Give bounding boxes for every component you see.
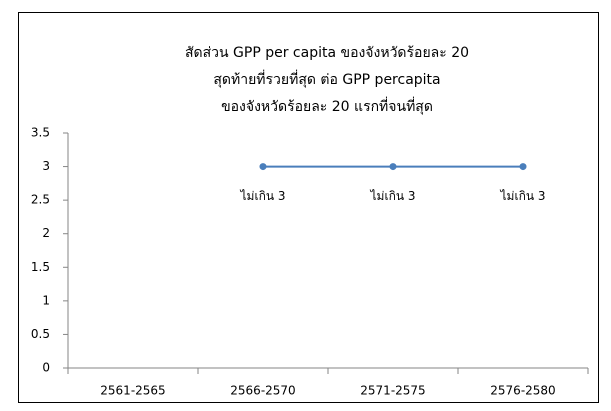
y-tick-label: 3.5 bbox=[31, 126, 50, 140]
x-tick-label: 2571-2575 bbox=[360, 384, 425, 398]
data-label: ไม่เกิน 3 bbox=[240, 189, 286, 203]
chart-border bbox=[18, 12, 599, 403]
y-tick-label: 1.5 bbox=[31, 260, 50, 274]
data-label: ไม่เกิน 3 bbox=[370, 189, 416, 203]
y-tick-label: 0.5 bbox=[31, 327, 50, 341]
data-point bbox=[519, 163, 527, 171]
x-tick-label: 2566-2570 bbox=[230, 384, 295, 398]
data-label: ไม่เกิน 3 bbox=[500, 189, 546, 203]
y-tick-label: 0 bbox=[42, 361, 50, 375]
y-tick-label: 2 bbox=[42, 226, 50, 240]
data-point bbox=[259, 163, 267, 171]
data-point bbox=[389, 163, 397, 171]
x-tick-label: 2576-2580 bbox=[490, 384, 555, 398]
y-tick-label: 3 bbox=[42, 159, 50, 173]
chart-title: สุดท้ายที่รวยที่สุด ต่อ GPP percapita bbox=[213, 70, 440, 88]
chart-title: สัดส่วน GPP per capita ของจังหวัดร้อยละ … bbox=[185, 45, 469, 61]
y-tick-label: 1 bbox=[42, 293, 50, 307]
y-tick-label: 2.5 bbox=[31, 193, 50, 207]
x-tick-label: 2561-2565 bbox=[100, 384, 165, 398]
chart-title: ของจังหวัดร้อยละ 20 แรกที่จนที่สุด bbox=[221, 97, 433, 115]
